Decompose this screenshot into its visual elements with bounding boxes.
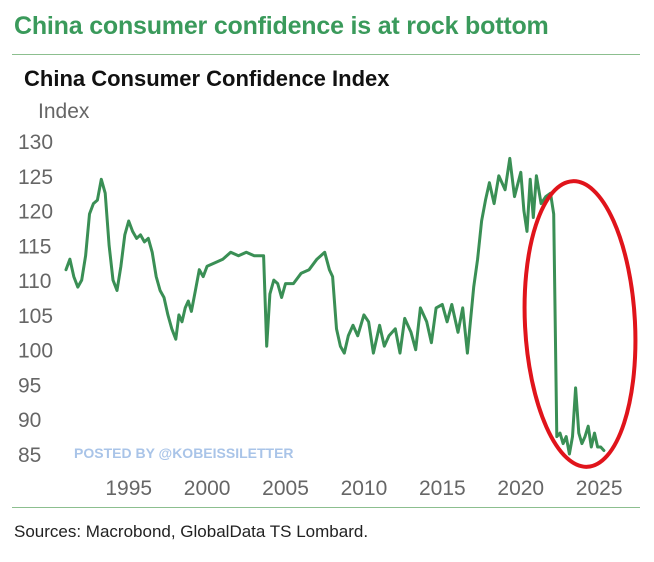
y-tick-label: 90 bbox=[18, 409, 41, 432]
y-tick-label: 125 bbox=[18, 166, 53, 189]
y-tick-label: 85 bbox=[18, 444, 41, 467]
line-chart: Index 130 125 120 115 110 105 100 95 90 85 1995 20… bbox=[18, 100, 638, 500]
y-axis-ticks: 130 125 120 115 110 105 100 95 90 85 bbox=[18, 131, 53, 467]
y-tick-label: 115 bbox=[18, 235, 51, 258]
x-axis-ticks: 1995 2000 2005 2010 2015 2020 2025 bbox=[105, 477, 622, 500]
watermark-text: POSTED BY @KOBEISSILETTER bbox=[74, 445, 294, 461]
x-tick-label: 2010 bbox=[341, 477, 388, 500]
y-tick-label: 105 bbox=[18, 305, 53, 328]
x-tick-label: 2015 bbox=[419, 477, 466, 500]
x-tick-label: 2005 bbox=[262, 477, 309, 500]
y-tick-label: 95 bbox=[18, 374, 41, 397]
series-line bbox=[64, 156, 606, 456]
bottom-divider bbox=[12, 507, 640, 508]
y-axis-unit-label: Index bbox=[38, 100, 90, 123]
y-tick-label: 120 bbox=[18, 201, 53, 224]
top-divider bbox=[12, 54, 640, 55]
x-tick-label: 1995 bbox=[105, 477, 152, 500]
source-note: Sources: Macrobond, GlobalData TS Lombar… bbox=[14, 522, 369, 541]
headline: China consumer confidence is at rock bot… bbox=[14, 12, 549, 40]
x-tick-label: 2025 bbox=[576, 477, 623, 500]
chart-title: China Consumer Confidence Index bbox=[24, 66, 390, 91]
y-tick-label: 130 bbox=[18, 131, 53, 154]
y-tick-label: 100 bbox=[18, 340, 53, 363]
x-tick-label: 2020 bbox=[497, 477, 544, 500]
y-tick-label: 110 bbox=[18, 270, 51, 293]
highlight-ellipse bbox=[522, 179, 638, 469]
x-tick-label: 2000 bbox=[184, 477, 231, 500]
